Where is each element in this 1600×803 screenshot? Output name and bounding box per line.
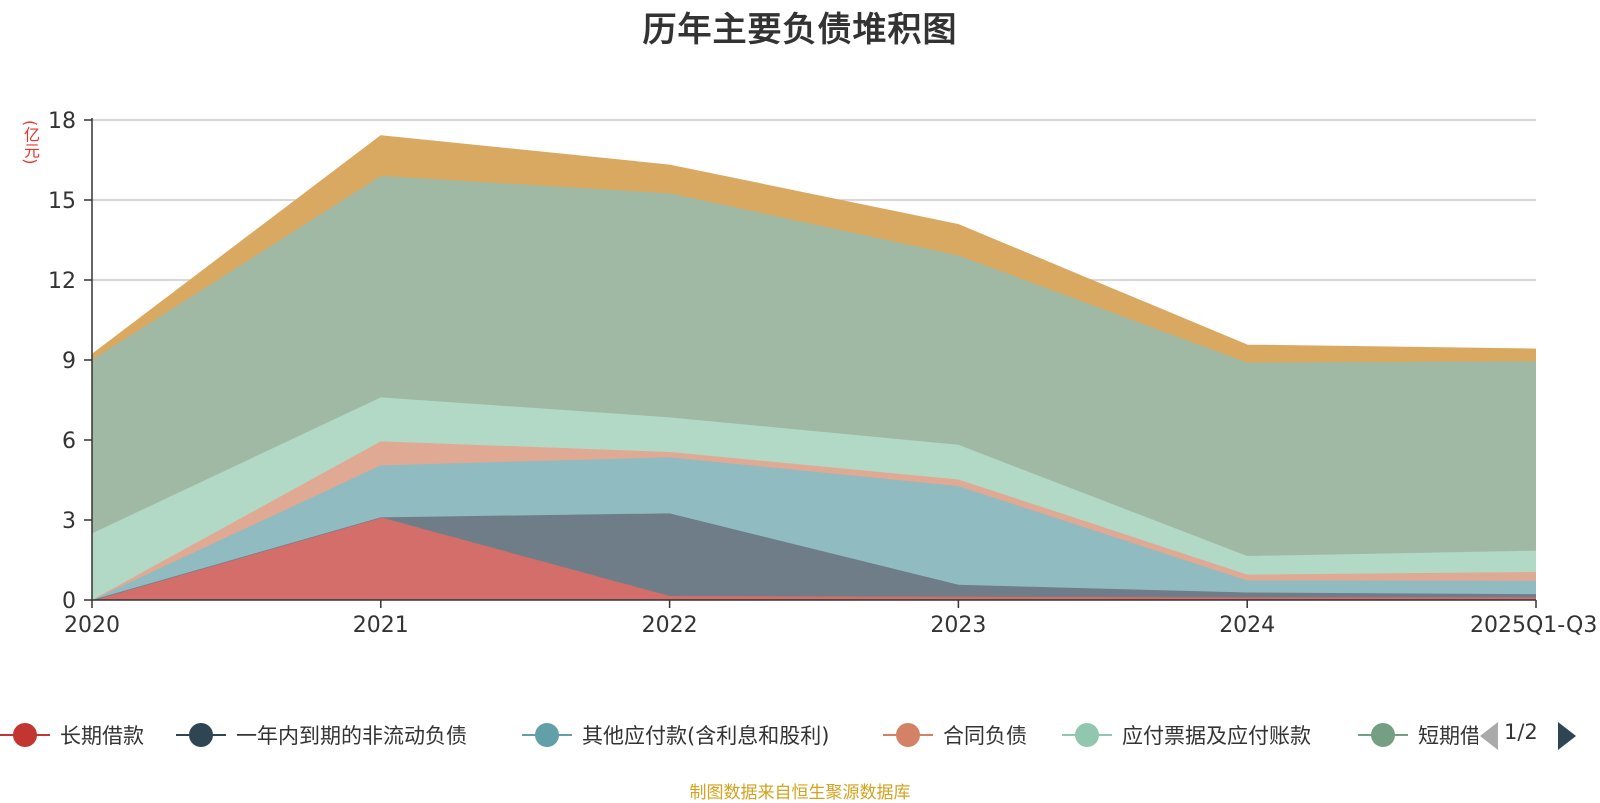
- legend-pager: 1/2: [1478, 718, 1600, 752]
- legend-label: 应付票据及应付账款: [1122, 724, 1311, 748]
- area-series-line-6: [91, 135, 1537, 356]
- legend-item[interactable]: 其他应付款(含利息和股利): [522, 718, 829, 752]
- data-source-note: 制图数据来自恒生聚源数据库: [689, 783, 911, 803]
- x-tick-label: 2024: [1219, 613, 1275, 638]
- legend-item[interactable]: 合同负债: [883, 718, 1027, 752]
- legend-prev-page-icon[interactable]: [1480, 722, 1498, 750]
- area-series-2[interactable]: [92, 457, 1536, 600]
- area-series-4[interactable]: [92, 397, 1536, 600]
- legend-marker-icon: [1358, 718, 1408, 752]
- y-tick-label: 15: [48, 189, 76, 214]
- y-axis-unit: (亿元): [21, 120, 40, 165]
- legend-marker-dot: [189, 723, 213, 747]
- legend-label: 短期借款: [1418, 724, 1478, 748]
- legend-item[interactable]: 应付票据及应付账款: [1062, 718, 1311, 752]
- legend-item[interactable]: 长期借款: [0, 718, 144, 752]
- area-series-1[interactable]: [92, 513, 1536, 600]
- legend-marker-icon: [176, 718, 226, 752]
- area-series-5[interactable]: [92, 176, 1536, 556]
- chart-title: 历年主要负债堆积图: [642, 10, 958, 50]
- legend-item[interactable]: 短期借款: [1358, 718, 1478, 752]
- legend: 长期借款 一年内到期的非流动负债 其他应付款(含利息和股利) 合同负债 应付票据及应付账…: [0, 718, 1478, 752]
- x-tick-label: 2021: [353, 613, 409, 638]
- legend-next-page-icon[interactable]: [1558, 722, 1576, 750]
- legend-marker-icon: [522, 718, 572, 752]
- legend-label: 长期借款: [60, 724, 144, 748]
- y-tick-label: 9: [62, 349, 76, 374]
- x-tick-label: 2020: [64, 613, 120, 638]
- x-tick-label: 2025Q1-Q3: [1470, 613, 1597, 638]
- legend-page-indicator: 1/2: [1504, 720, 1538, 744]
- legend-marker-dot: [1075, 723, 1099, 747]
- x-tick-label: 2022: [642, 613, 698, 638]
- y-tick-label: 0: [62, 589, 76, 614]
- legend-label: 其他应付款(含利息和股利): [582, 724, 830, 748]
- legend-item[interactable]: 一年内到期的非流动负债: [176, 718, 467, 752]
- legend-label: 一年内到期的非流动负债: [236, 724, 467, 748]
- legend-marker-dot: [13, 723, 37, 747]
- x-tick-label: 2023: [930, 613, 986, 638]
- y-tick-label: 3: [62, 509, 76, 534]
- legend-marker-dot: [1371, 723, 1395, 747]
- legend-marker-dot: [535, 723, 559, 747]
- area-series-0[interactable]: [92, 517, 1536, 600]
- legend-marker-icon: [0, 718, 50, 752]
- legend-marker-icon: [883, 718, 933, 752]
- y-tick-label: 18: [48, 109, 76, 134]
- y-tick-label: 12: [48, 269, 76, 294]
- legend-label: 合同负债: [943, 724, 1027, 748]
- legend-marker-dot: [896, 723, 920, 747]
- legend-marker-icon: [1062, 718, 1112, 752]
- y-tick-label: 6: [62, 429, 76, 454]
